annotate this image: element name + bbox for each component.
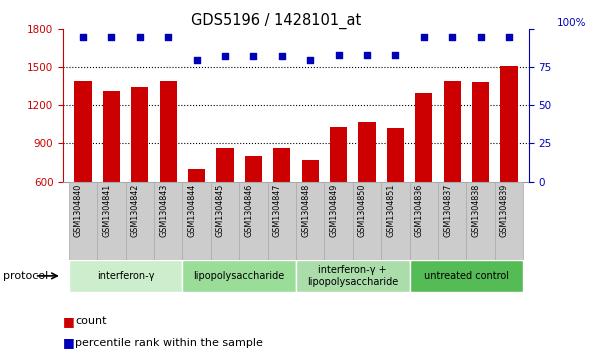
Bar [188,169,205,182]
Bar [182,260,296,292]
Point [305,57,315,62]
Point [135,34,145,40]
Bar [296,260,410,292]
Bar [103,91,120,182]
Point [476,34,486,40]
Text: GSM1304847: GSM1304847 [273,184,282,237]
Text: GSM1304843: GSM1304843 [159,184,168,237]
Point [334,52,343,58]
Point [249,54,258,60]
Text: GSM1304837: GSM1304837 [443,184,452,237]
Bar [126,182,154,260]
Bar [296,182,325,260]
Text: untreated control: untreated control [424,271,509,281]
Bar [216,148,234,182]
Text: GSM1304848: GSM1304848 [301,184,310,237]
Text: GSM1304846: GSM1304846 [245,184,254,237]
Point [447,34,457,40]
Bar [387,128,404,182]
Point [220,54,230,60]
Bar [182,182,211,260]
Bar [160,81,177,182]
Text: GSM1304844: GSM1304844 [188,184,197,237]
Text: GSM1304838: GSM1304838 [472,184,481,237]
Bar [410,182,438,260]
Point [504,34,514,40]
Text: GSM1304845: GSM1304845 [216,184,225,237]
Point [277,54,287,60]
Text: GDS5196 / 1428101_at: GDS5196 / 1428101_at [191,13,362,29]
Point [419,34,429,40]
Bar [330,127,347,182]
Point [163,34,173,40]
Point [106,34,116,40]
Bar [239,182,267,260]
Bar [415,93,432,182]
Bar [69,260,182,292]
Bar [353,182,381,260]
Bar [410,260,523,292]
Bar [325,182,353,260]
Text: ■: ■ [63,315,75,328]
Bar [267,182,296,260]
Bar [495,182,523,260]
Bar [131,87,148,182]
Bar [69,182,97,260]
Text: 100%: 100% [557,17,587,28]
Text: GSM1304839: GSM1304839 [500,184,509,237]
Bar [381,182,410,260]
Text: GSM1304840: GSM1304840 [74,184,83,237]
Text: lipopolysaccharide: lipopolysaccharide [194,271,285,281]
Text: GSM1304841: GSM1304841 [102,184,111,237]
Text: protocol: protocol [3,271,48,281]
Bar [444,81,461,182]
Text: GSM1304842: GSM1304842 [131,184,140,237]
Text: percentile rank within the sample: percentile rank within the sample [75,338,263,348]
Bar [75,81,91,182]
Point [362,52,372,58]
Bar [97,182,126,260]
Bar [273,148,290,182]
Bar [466,182,495,260]
Text: GSM1304851: GSM1304851 [386,184,395,237]
Bar [358,122,376,182]
Bar [472,82,489,182]
Text: GSM1304849: GSM1304849 [329,184,338,237]
Bar [154,182,182,260]
Text: interferon-γ +
lipopolysaccharide: interferon-γ + lipopolysaccharide [307,265,398,287]
Point [78,34,88,40]
Bar [501,66,517,182]
Bar [438,182,466,260]
Bar [302,160,319,182]
Text: interferon-γ: interferon-γ [97,271,154,281]
Bar [211,182,239,260]
Bar [245,156,262,182]
Text: GSM1304836: GSM1304836 [415,184,424,237]
Point [192,57,201,62]
Text: count: count [75,316,106,326]
Text: GSM1304850: GSM1304850 [358,184,367,237]
Point [391,52,400,58]
Text: ■: ■ [63,337,75,350]
